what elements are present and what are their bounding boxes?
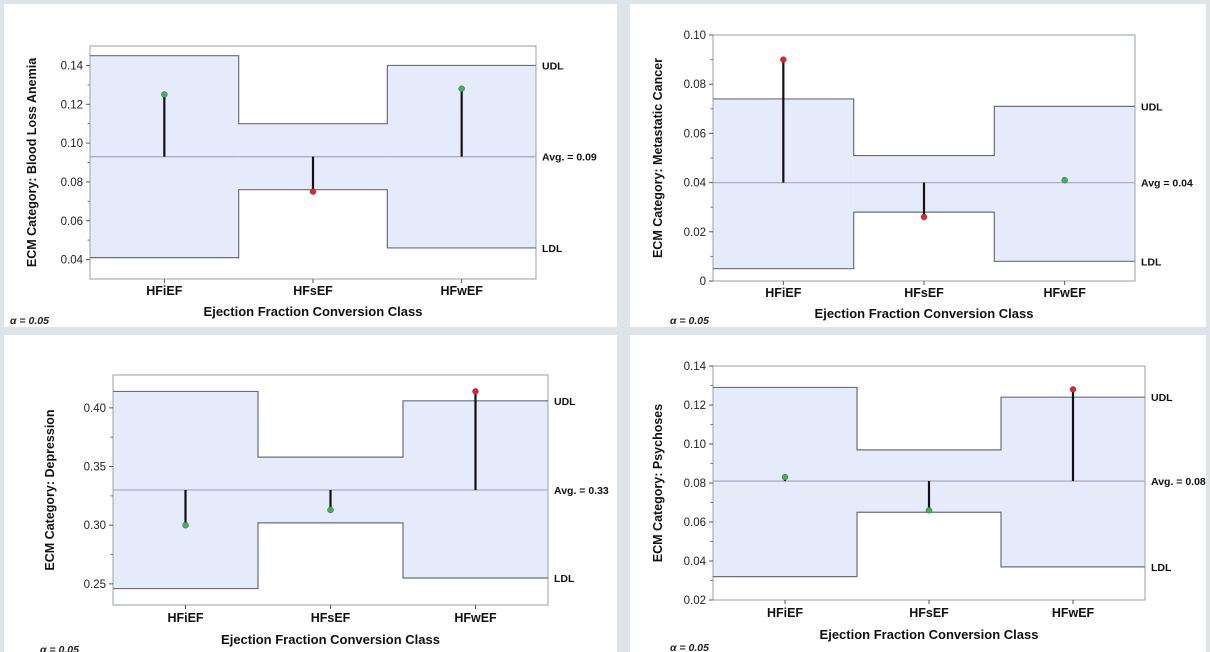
point-outside-limits	[1069, 386, 1077, 393]
y-tick-label: 0.08	[684, 478, 706, 490]
ldl-label: LDL	[1151, 562, 1172, 574]
y-tick-label: 0.14	[61, 60, 84, 72]
udl-step-line	[713, 386, 1145, 451]
x-category-label: HFiEF	[767, 606, 803, 620]
point-within-limits	[1061, 176, 1068, 184]
udl-label: UDL	[1141, 101, 1163, 113]
avg-label: Avg. = 0.33	[554, 485, 609, 497]
y-tick-label: 0.02	[684, 595, 706, 607]
y-tick-label: 0.08	[684, 79, 706, 91]
decision-band-segment	[994, 106, 1135, 262]
y-tick-label: 0.12	[61, 99, 83, 111]
y-tick-label: 0.35	[84, 462, 106, 474]
decision-band-segment	[713, 387, 857, 577]
avg-label: Avg. = 0.09	[542, 152, 597, 164]
y-tick-label: 0.14	[684, 361, 707, 373]
x-category-label: HFwEF	[454, 611, 497, 625]
point-within-limits	[182, 522, 189, 529]
ldl-label: LDL	[542, 243, 563, 255]
point-outside-limits	[780, 56, 787, 63]
udl-step-line	[90, 55, 536, 125]
x-category-label: HFwEF	[1043, 286, 1086, 300]
y-tick-label: 0.04	[61, 255, 84, 267]
udl-step-line	[113, 390, 548, 458]
x-category-label: HFsEF	[909, 606, 949, 620]
chart-svg: 0 0.02 0.04 0.06 0.08 0.10 HFiEF HFsEF HFwEF UDL A…	[651, 30, 1193, 327]
y-tick-label: 0	[700, 276, 706, 288]
x-category-label: HFwEF	[1052, 606, 1095, 620]
y-tick-label: 0.40	[84, 403, 106, 415]
x-category-label: HFwEF	[440, 284, 483, 298]
y-tick-label: 0.06	[684, 128, 706, 140]
point-within-limits	[781, 473, 789, 481]
point-within-limits	[161, 91, 168, 98]
alpha-label: α = 0.05	[670, 315, 709, 327]
avg-label: Avg = 0.04	[1141, 178, 1193, 190]
chart-svg: 0.04 0.06 0.08 0.10 0.12 0.14 HFiEF HFsEF HFwEF U…	[10, 45, 597, 327]
y-tick-label: 0.25	[84, 579, 106, 591]
point-outside-limits	[472, 388, 479, 395]
chart-panel-depression: 0.25 0.30 0.35 0.40 HFiEF HFsEF HFwEF UDL Avg. =…	[4, 335, 617, 652]
point-outside-limits	[920, 213, 928, 221]
chart-panel-blood-loss-anemia: 0.04 0.06 0.08 0.10 0.12 0.14 HFiEF HFsEF HFwEF U…	[4, 4, 617, 327]
chart-svg: 0.02 0.04 0.06 0.08 0.10 0.12 0.14 HFiEF HFsEF HF…	[651, 361, 1206, 652]
point-within-limits	[458, 85, 465, 92]
y-tick-label: 0.12	[684, 400, 706, 412]
y-tick-label: 0.06	[61, 216, 83, 228]
y-tick-label: 0.02	[684, 227, 706, 239]
x-category-label: HFsEF	[311, 611, 351, 625]
udl-label: UDL	[1151, 392, 1173, 404]
udl-label: UDL	[542, 60, 564, 72]
point-outside-limits	[309, 188, 317, 195]
ldl-label: LDL	[554, 573, 575, 585]
alpha-label: α = 0.05	[40, 644, 79, 652]
y-tick-label: 0.10	[61, 138, 83, 150]
y-axis-title: ECM Category: Blood Loss Anemia	[25, 57, 39, 267]
y-axis-title: ECM Category: Metastatic Cancer	[651, 58, 665, 258]
y-tick-label: 0.30	[84, 520, 106, 532]
y-axis-title: ECM Category: Depression	[43, 409, 57, 570]
x-category-label: HFsEF	[904, 286, 944, 300]
y-tick-label: 0.10	[684, 439, 706, 451]
ldl-step-line	[113, 522, 548, 590]
udl-label: UDL	[554, 396, 576, 408]
x-category-label: HFiEF	[765, 286, 801, 300]
y-tick-label: 0.04	[684, 178, 707, 190]
x-axis-title: Ejection Fraction Conversion Class	[221, 632, 440, 647]
alpha-label: α = 0.05	[670, 642, 709, 652]
chart-svg: 0.25 0.30 0.35 0.40 HFiEF HFsEF HFwEF UDL Avg. =…	[40, 374, 609, 652]
x-category-label: HFiEF	[167, 611, 203, 625]
avg-label: Avg. = 0.08	[1151, 476, 1206, 488]
y-tick-label: 0.06	[684, 517, 706, 529]
x-category-label: HFsEF	[293, 284, 333, 298]
x-axis-title: Ejection Fraction Conversion Class	[815, 306, 1034, 321]
point-within-limits	[327, 506, 334, 514]
point-within-limits	[925, 507, 933, 514]
x-category-label: HFiEF	[146, 284, 182, 298]
y-tick-label: 0.08	[61, 177, 83, 189]
chart-panel-psychoses: 0.02 0.04 0.06 0.08 0.10 0.12 0.14 HFiEF HFsEF HF…	[630, 335, 1206, 652]
y-tick-label: 0.04	[684, 556, 707, 568]
x-axis-title: Ejection Fraction Conversion Class	[820, 627, 1039, 642]
chart-panel-metastatic-cancer: 0 0.02 0.04 0.06 0.08 0.10 HFiEF HFsEF HFwEF UDL A…	[630, 4, 1206, 327]
ldl-label: LDL	[1141, 256, 1162, 268]
alpha-label: α = 0.05	[10, 315, 49, 327]
y-axis-title: ECM Category: Psychoses	[651, 404, 665, 562]
udl-step-line	[713, 98, 1135, 157]
x-axis-title: Ejection Fraction Conversion Class	[204, 304, 423, 319]
y-tick-label: 0.10	[684, 30, 706, 42]
